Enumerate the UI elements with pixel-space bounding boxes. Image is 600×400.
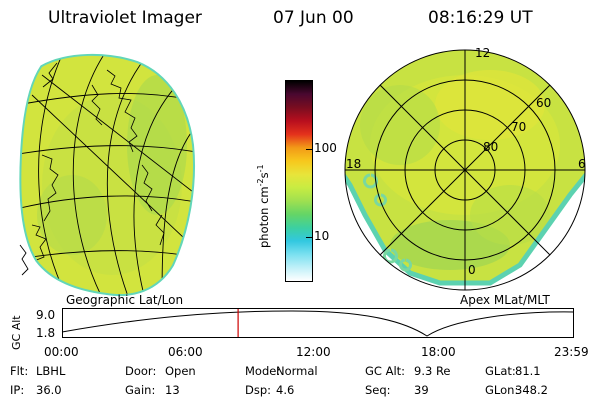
info-value: 13 [165, 383, 180, 397]
info-key: Dsp: [245, 383, 272, 397]
colorbar [285, 80, 313, 282]
colorbar-unit: photon cm-2s-1 [256, 164, 271, 248]
geographic-image [19, 53, 196, 296]
mlat-label-70: 70 [511, 120, 527, 134]
mlat-label-60: 60 [536, 96, 552, 110]
alt-tick-low: 1.8 [36, 326, 56, 340]
info-value: 36.0 [36, 383, 62, 397]
mlt-label-18: 18 [346, 157, 362, 171]
mlt-label-6: 6 [578, 157, 586, 171]
time-tick-0: 00:00 [44, 345, 79, 359]
info-key: Flt: [10, 364, 29, 378]
geographic-label: Geographic Lat/Lon [66, 293, 184, 307]
info-value: 9.3 Re [414, 364, 451, 378]
colorbar-tick-mark [306, 237, 312, 238]
info-key: Mode: [245, 364, 281, 378]
info-key: GLat: [485, 364, 516, 378]
polar-image [344, 49, 586, 291]
time-tick-4: 23:59 [554, 345, 589, 359]
time-label: 08:16:29 UT [428, 8, 533, 28]
info-key: IP: [10, 383, 25, 397]
colorbar-tick-mark [306, 149, 312, 150]
info-key: GLon: [485, 383, 519, 397]
time-tick-3: 18:00 [421, 345, 456, 359]
info-value: 81.1 [515, 364, 541, 378]
time-tick-2: 12:00 [296, 345, 331, 359]
info-value: Normal [276, 364, 318, 378]
mlt-label-12: 12 [475, 46, 491, 60]
altitude-ylabel: GC Alt [10, 315, 23, 350]
colorbar-tick-10: 10 [314, 229, 330, 243]
altitude-plot [61, 308, 575, 338]
info-key: Gain: [125, 383, 156, 397]
colorbar-tick-100: 100 [314, 141, 337, 155]
info-key: GC Alt: [365, 364, 406, 378]
alt-tick-high: 9.0 [36, 308, 56, 322]
app-title: Ultraviolet Imager [48, 8, 202, 28]
info-key: Door: [125, 364, 157, 378]
info-value: 4.6 [276, 383, 295, 397]
info-value: 39 [414, 383, 429, 397]
time-tick-1: 06:00 [168, 345, 203, 359]
info-value: Open [165, 364, 196, 378]
date-label: 07 Jun 00 [273, 8, 354, 28]
apex-label: Apex MLat/MLT [460, 293, 550, 307]
mlat-label-80: 80 [483, 140, 499, 154]
info-value: LBHL [36, 364, 66, 378]
info-value: 348.2 [515, 383, 548, 397]
info-key: Seq: [365, 383, 391, 397]
mlt-label-0: 0 [468, 263, 476, 277]
